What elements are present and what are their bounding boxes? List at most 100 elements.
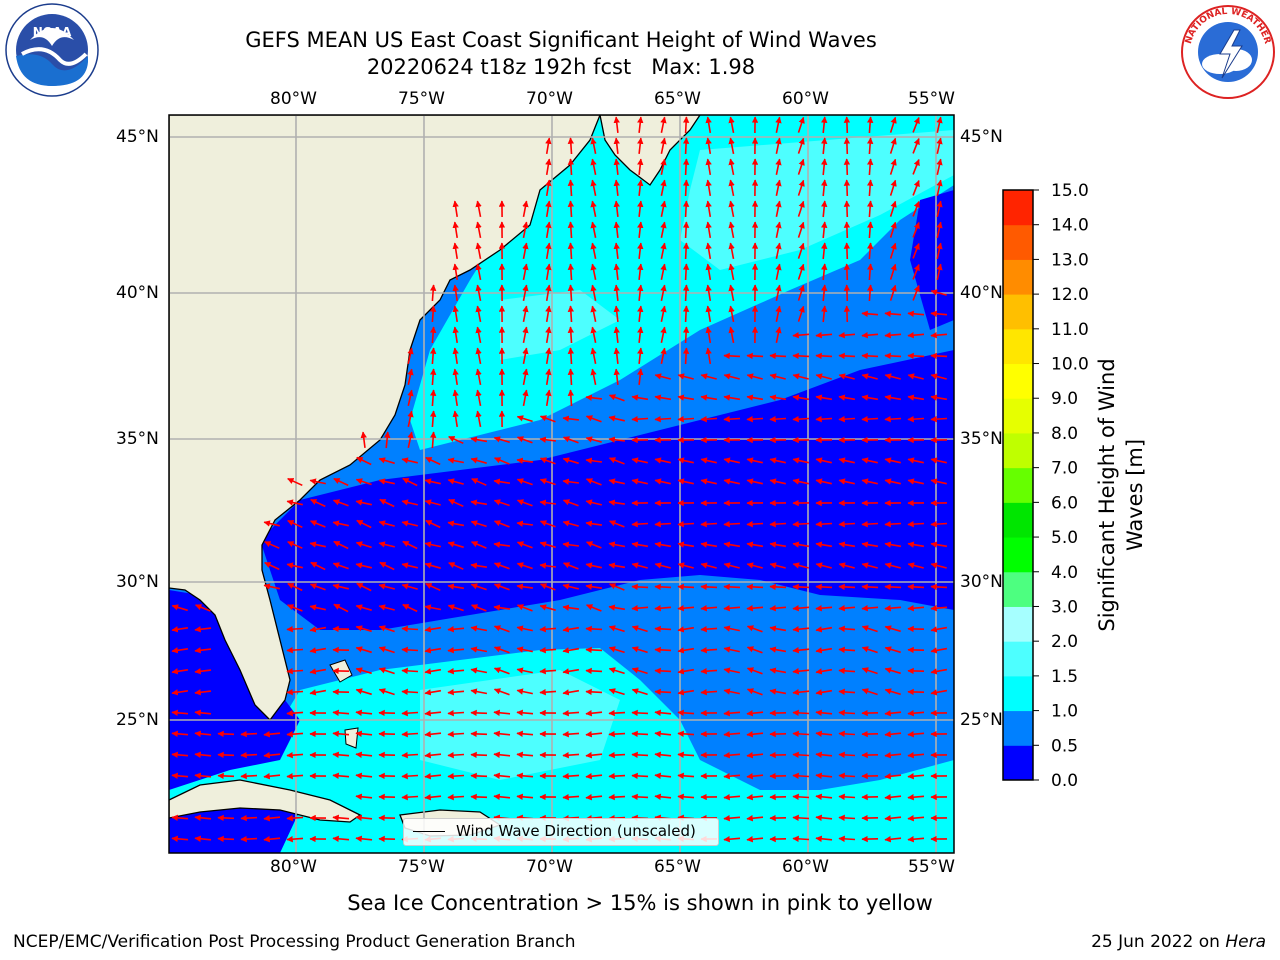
wave-direction-arrow <box>470 709 488 717</box>
wave-direction-arrow <box>723 731 741 738</box>
wave-direction-arrow <box>608 415 625 422</box>
wave-direction-arrow <box>677 647 695 654</box>
wave-direction-arrow <box>797 137 805 154</box>
wave-direction-arrow <box>470 751 488 759</box>
wave-direction-arrow <box>682 263 690 281</box>
wave-direction-arrow <box>429 410 437 428</box>
wave-direction-arrow <box>309 583 326 591</box>
wave-direction-arrow <box>654 583 672 591</box>
wave-direction-arrow <box>700 415 718 423</box>
wave-direction-arrow <box>838 751 856 759</box>
wave-direction-arrow <box>378 625 395 633</box>
wave-direction-arrow <box>516 541 533 549</box>
wave-direction-arrow <box>682 347 690 365</box>
wave-direction-arrow <box>660 116 667 133</box>
wave-direction-arrow <box>401 772 419 780</box>
wave-direction-arrow <box>240 772 258 780</box>
wave-direction-arrow <box>654 605 672 612</box>
wave-direction-arrow <box>884 731 902 738</box>
wave-direction-arrow <box>470 793 488 801</box>
wave-direction-arrow <box>539 646 557 654</box>
lat-tick-left: 30°N <box>116 572 159 592</box>
wave-direction-arrow <box>838 457 855 464</box>
wave-direction-arrow <box>631 688 648 696</box>
wave-direction-arrow <box>682 158 690 176</box>
wave-direction-arrow <box>912 180 920 196</box>
wave-direction-arrow <box>654 520 672 528</box>
wave-direction-arrow <box>471 478 487 486</box>
lon-tick-bottom: 80°W <box>270 857 317 877</box>
wave-direction-arrow <box>723 815 741 822</box>
wave-direction-arrow <box>378 646 395 654</box>
wave-direction-arrow <box>861 352 879 360</box>
wave-direction-arrow <box>746 773 764 780</box>
colorbar-tick-label: 1.5 <box>1051 667 1078 687</box>
lat-tick-left: 45°N <box>116 127 159 147</box>
wave-direction-arrow <box>884 352 902 360</box>
wave-direction-arrow <box>815 772 833 779</box>
wave-direction-arrow <box>769 352 787 360</box>
nws-logo-icon: NATIONAL WEATHER <box>1181 5 1275 99</box>
wave-direction-arrow <box>792 457 809 464</box>
wave-direction-arrow <box>470 499 488 506</box>
wave-direction-arrow <box>705 116 712 134</box>
wave-direction-arrow <box>470 667 488 674</box>
wave-direction-arrow <box>333 540 349 550</box>
wave-direction-arrow <box>264 561 280 571</box>
wave-band-0.5-central <box>260 350 954 630</box>
wave-direction-arrow <box>631 667 648 675</box>
wave-direction-arrow <box>475 242 482 260</box>
wave-direction-arrow <box>194 835 212 842</box>
wave-direction-arrow <box>332 499 349 507</box>
wave-direction-arrow <box>866 221 874 239</box>
wave-direction-arrow <box>930 394 948 401</box>
chart-title: GEFS MEAN US East Coast Significant Heig… <box>245 28 877 52</box>
wave-direction-arrow <box>723 605 741 612</box>
wave-band-2.0-north-b <box>500 290 620 360</box>
colorbar-segment <box>1003 571 1033 607</box>
wave-direction-arrow <box>866 179 874 197</box>
wave-direction-arrow <box>746 373 763 380</box>
wave-direction-arrow <box>792 478 809 485</box>
wave-direction-arrow <box>930 668 948 675</box>
wave-direction-arrow <box>452 284 459 302</box>
wave-direction-arrow <box>746 583 764 591</box>
wave-direction-arrow <box>838 605 856 612</box>
wave-direction-arrow <box>590 305 597 322</box>
wave-direction-arrow <box>516 646 533 653</box>
wave-direction-arrow <box>677 793 695 801</box>
wave-direction-arrow <box>590 179 597 196</box>
wave-direction-arrow <box>700 667 718 675</box>
wave-direction-arrow <box>889 158 897 175</box>
wave-direction-arrow <box>792 583 810 591</box>
wave-direction-arrow <box>861 478 878 485</box>
wave-direction-arrow <box>907 605 925 612</box>
wave-direction-arrow <box>637 221 644 238</box>
wave-direction-arrow <box>677 709 695 717</box>
wave-direction-arrow <box>585 457 603 464</box>
wave-direction-arrow <box>821 179 828 197</box>
wave-direction-arrow <box>723 836 741 843</box>
wave-direction-arrow <box>821 158 828 176</box>
wave-direction-arrow <box>609 520 625 528</box>
wave-direction-arrow <box>447 793 465 801</box>
wave-direction-arrow <box>705 242 712 260</box>
map-frame <box>168 114 955 854</box>
wave-direction-arrow <box>907 752 925 759</box>
wave-direction-arrow <box>775 116 782 133</box>
wave-direction-arrow <box>723 794 741 801</box>
wave-direction-arrow <box>884 836 902 843</box>
wave-direction-arrow <box>637 137 644 154</box>
wave-direction-arrow <box>447 647 465 654</box>
wave-direction-arrow <box>792 562 809 569</box>
wave-direction-arrow <box>585 583 603 590</box>
wave-direction-arrow <box>563 562 579 570</box>
wave-direction-arrow <box>545 284 552 302</box>
wave-direction-arrow <box>332 583 349 590</box>
wave-direction-arrow <box>660 200 667 217</box>
wave-direction-arrow <box>332 709 350 716</box>
wave-direction-arrow <box>562 604 580 611</box>
wave-direction-arrow <box>792 814 810 822</box>
wave-direction-arrow <box>838 730 856 738</box>
wave-direction-arrow <box>677 478 694 485</box>
